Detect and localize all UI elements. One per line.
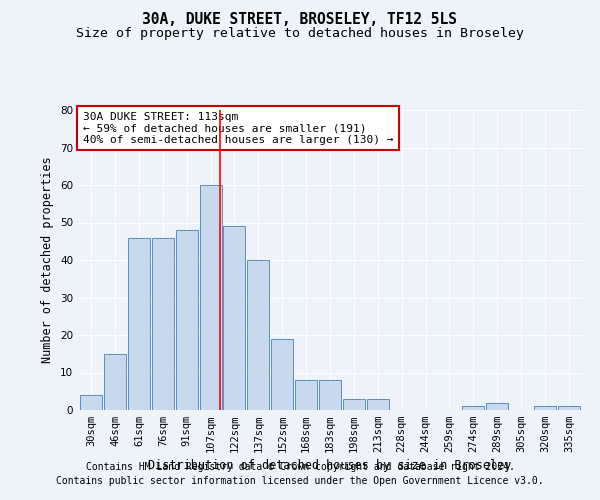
Bar: [271, 339, 293, 410]
Bar: [128, 238, 150, 410]
Y-axis label: Number of detached properties: Number of detached properties: [41, 156, 55, 364]
Text: Size of property relative to detached houses in Broseley: Size of property relative to detached ho…: [76, 28, 524, 40]
Bar: [343, 399, 365, 410]
Bar: [247, 260, 269, 410]
Bar: [80, 395, 102, 410]
Bar: [200, 185, 221, 410]
Bar: [295, 380, 317, 410]
Bar: [176, 230, 197, 410]
Bar: [463, 406, 484, 410]
Bar: [104, 354, 126, 410]
Bar: [367, 399, 389, 410]
X-axis label: Distribution of detached houses by size in Broseley: Distribution of detached houses by size …: [148, 460, 512, 472]
Bar: [319, 380, 341, 410]
Bar: [152, 238, 174, 410]
Bar: [558, 406, 580, 410]
Text: 30A, DUKE STREET, BROSELEY, TF12 5LS: 30A, DUKE STREET, BROSELEY, TF12 5LS: [143, 12, 458, 28]
Bar: [534, 406, 556, 410]
Text: 30A DUKE STREET: 113sqm
← 59% of detached houses are smaller (191)
40% of semi-d: 30A DUKE STREET: 113sqm ← 59% of detache…: [83, 112, 394, 144]
Bar: [486, 402, 508, 410]
Bar: [223, 226, 245, 410]
Text: Contains public sector information licensed under the Open Government Licence v3: Contains public sector information licen…: [56, 476, 544, 486]
Text: Contains HM Land Registry data © Crown copyright and database right 2024.: Contains HM Land Registry data © Crown c…: [86, 462, 514, 472]
